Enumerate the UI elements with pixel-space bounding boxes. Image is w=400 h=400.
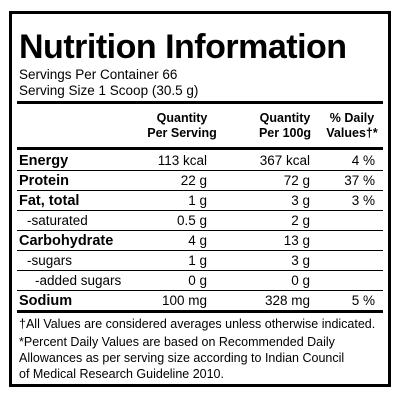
header-line: Values†* [326, 126, 378, 140]
row-value: 37 % [344, 173, 375, 188]
row-label: Protein [19, 173, 69, 189]
row-label: Fat, total [19, 193, 80, 209]
header-line: Quantity [259, 111, 311, 125]
header-cell: Quantity Per 100g [240, 111, 330, 141]
row-rule [17, 290, 383, 291]
footnote: Allowances as per serving size according… [19, 351, 345, 365]
row-value: 0 g [291, 273, 310, 288]
thick-rule [17, 147, 383, 150]
row-value: 4 g [188, 233, 207, 248]
header-line: % Daily [329, 111, 375, 125]
row-value: 100 mg [161, 293, 207, 308]
row-value: 113 kcal [157, 153, 207, 168]
row-label: Energy [19, 153, 69, 169]
row-rule [17, 190, 383, 191]
row-rule [17, 210, 383, 211]
header-line: Per Serving [147, 126, 217, 140]
row-value: 72 g [283, 173, 310, 188]
header-cell: Quantity Per Serving [137, 111, 227, 141]
footnote: *Percent Daily Values are based on Recom… [19, 335, 335, 349]
row-label: Sodium [19, 293, 73, 309]
thick-rule [17, 101, 383, 104]
servings-per-container: Servings Per Container 66 [19, 67, 178, 82]
row-label: -saturated [27, 213, 88, 228]
row-value: 367 kcal [259, 153, 310, 168]
row-label: -sugars [27, 253, 73, 268]
row-value: 22 g [180, 173, 207, 188]
row-value: 3 % [351, 193, 375, 208]
row-value: 4 % [351, 153, 375, 168]
footnote: of Medical Research Guideline 2010. [19, 367, 224, 381]
header-line: Quantity [156, 111, 208, 125]
row-value: 328 mg [264, 293, 310, 308]
header-line: Per 100g [258, 126, 312, 140]
row-value: 0.5 g [176, 213, 207, 228]
row-value: 0 g [188, 273, 207, 288]
row-value: 1 g [188, 193, 207, 208]
header-cell: % Daily Values†* [322, 111, 382, 141]
title: Nutrition Information [19, 28, 347, 66]
row-rule [17, 170, 383, 171]
row-value: 13 g [283, 233, 310, 248]
footnote: †All Values are considered averages unle… [19, 317, 376, 331]
nutrition-label: Nutrition Information Servings Per Conta… [9, 11, 391, 387]
row-rule [17, 270, 383, 271]
row-rule [17, 250, 383, 251]
row-value: 1 g [188, 253, 207, 268]
row-label: Carbohydrate [19, 233, 114, 249]
serving-size: Serving Size 1 Scoop (30.5 g) [19, 83, 199, 98]
thick-rule [17, 310, 383, 313]
row-value: 5 % [351, 293, 375, 308]
row-value: 3 g [291, 253, 310, 268]
row-label: -added sugars [35, 273, 122, 288]
row-value: 2 g [291, 213, 310, 228]
row-value: 3 g [291, 193, 310, 208]
row-rule [17, 230, 383, 231]
